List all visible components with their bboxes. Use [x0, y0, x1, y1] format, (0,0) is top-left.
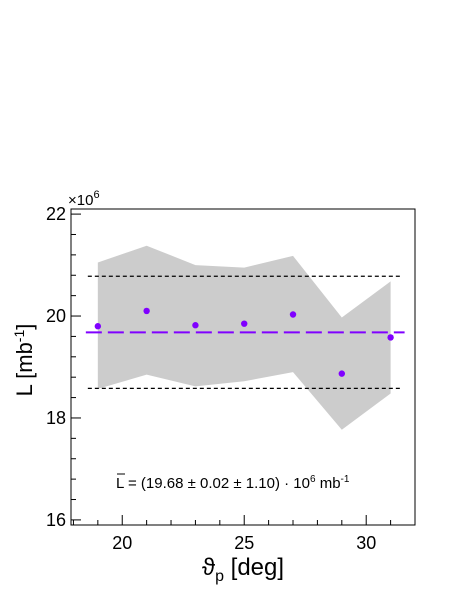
annotation: L = (19.68 ± 0.02 ± 1.10) · 106 mb-1	[116, 473, 350, 492]
systematic-band-layer	[97, 245, 391, 430]
x-axis-title: ϑp [deg]	[202, 554, 284, 585]
data-point	[94, 323, 102, 330]
annotation-text: L = (19.68 ± 0.02 ± 1.10) · 106 mb-1	[116, 474, 350, 492]
reference-lines-layer	[85, 275, 405, 390]
uncertainty-band	[97, 245, 391, 430]
data-point	[241, 320, 248, 327]
data-point	[387, 334, 394, 341]
y-tick-label: 22	[46, 204, 66, 224]
data-point	[143, 307, 150, 315]
data-points-layer	[94, 307, 394, 377]
y-axis-title: L [mb-1]	[11, 324, 37, 397]
axes-layer: 20 25 30 16 18 20 22	[46, 204, 392, 553]
y-tick-label: 18	[46, 408, 66, 428]
x-tick-label: 25	[234, 533, 254, 553]
data-point	[192, 322, 199, 329]
y-axis-multiplier: ×106	[68, 189, 100, 209]
x-tick-label: 20	[112, 533, 132, 553]
y-tick-label: 16	[46, 510, 66, 530]
x-tick-label: 30	[356, 533, 376, 553]
data-point	[338, 370, 346, 377]
plot-frame	[70, 208, 416, 526]
y-tick-label: 20	[46, 306, 66, 326]
data-point	[289, 311, 297, 318]
